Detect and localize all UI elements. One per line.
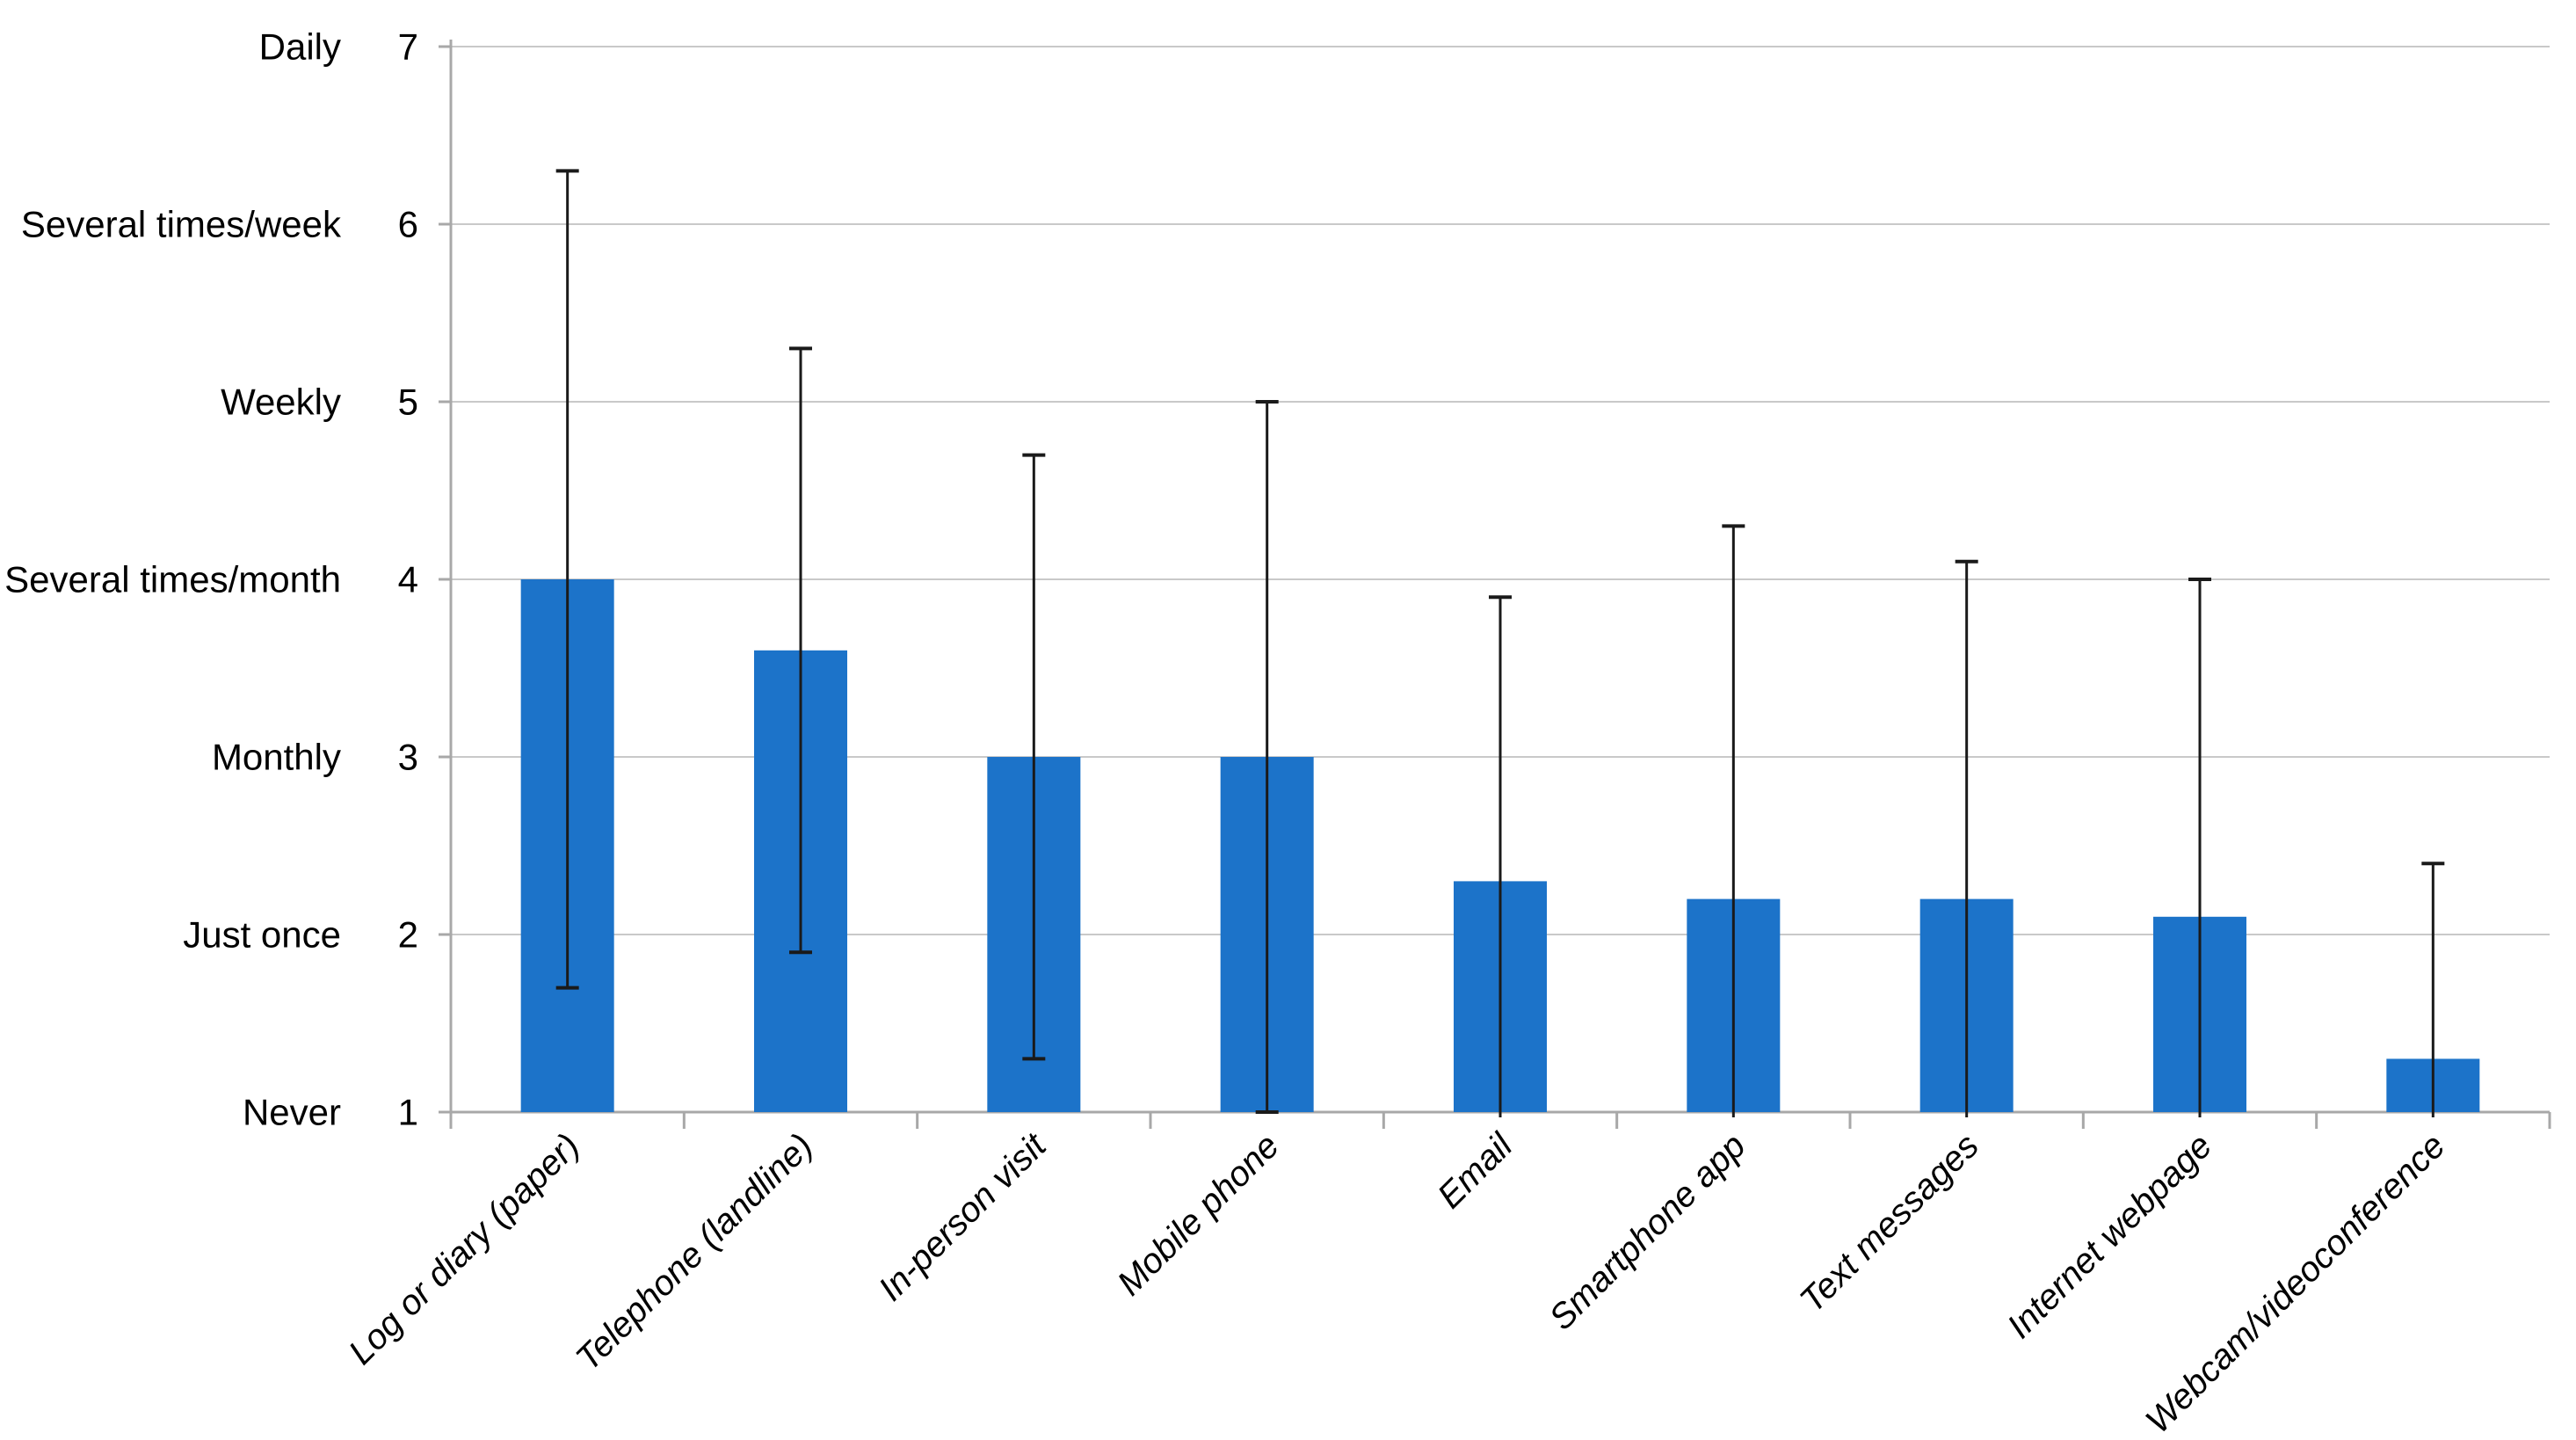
y-axis-tick-label: 7 [398, 26, 418, 68]
y-axis-scale-label: Several times/month [4, 559, 341, 600]
y-axis-tick-label: 1 [398, 1092, 418, 1133]
y-axis-tick-labels: 1 2 3 4 5 6 7 [398, 26, 418, 1133]
y-axis-scale-label: Weekly [221, 382, 341, 423]
y-axis-tick-label: 3 [398, 737, 418, 778]
y-axis-scale-label: Never [243, 1092, 341, 1133]
y-axis-scale-label: Just once [183, 914, 341, 956]
y-axis-tick-label: 4 [398, 559, 418, 600]
y-axis-scale-labels: Daily Several times/week Weekly Several tim… [4, 26, 342, 1133]
error-bars [555, 169, 2445, 1117]
y-axis-tick-label: 6 [398, 204, 418, 245]
y-axis-tick-label: 5 [398, 382, 418, 423]
y-axis [439, 40, 453, 1124]
y-axis-scale-label: Monthly [212, 737, 341, 778]
y-axis-scale-label: Daily [259, 26, 341, 68]
y-axis-scale-label: Several times/week [21, 204, 342, 245]
y-axis-tick-label: 2 [398, 914, 418, 956]
